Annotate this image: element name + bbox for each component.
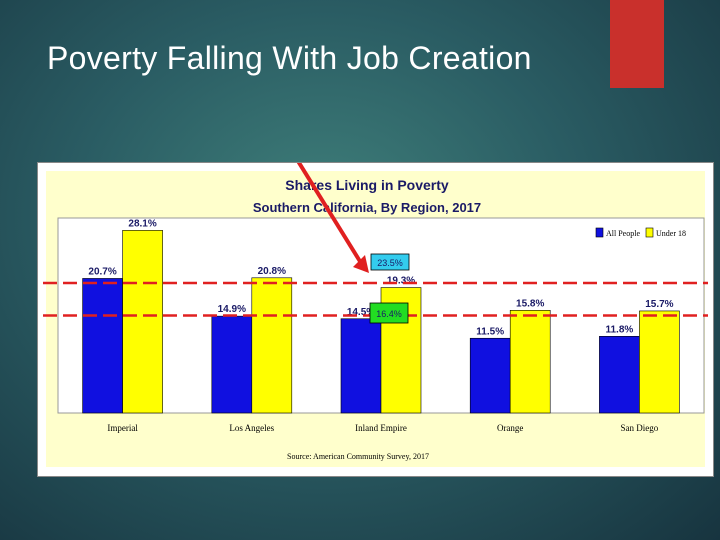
data-label-0-2: 14.5% xyxy=(347,307,375,318)
callout-low-box xyxy=(369,302,409,324)
data-label-0-1: 14.9% xyxy=(218,304,246,315)
source-note: Source: American Community Survey, 2017 xyxy=(287,452,429,461)
bar-all-people-4 xyxy=(599,336,640,414)
callout-high-box xyxy=(370,253,410,271)
bar-under-18-2 xyxy=(380,287,422,414)
legend-label-1: Under 18 xyxy=(656,229,686,238)
category-label-1: Los Angeles xyxy=(229,423,274,433)
slide-title: Poverty Falling With Job Creation xyxy=(47,40,532,76)
bar-all-people-1 xyxy=(211,315,253,414)
bar-under-18-0 xyxy=(122,230,163,414)
category-label-3: Orange xyxy=(497,423,524,433)
bar-all-people-2 xyxy=(340,318,382,414)
bar-all-people-0 xyxy=(82,278,123,414)
chart-subtitle: Southern California, By Region, 2017 xyxy=(253,200,481,215)
chart-title: Shares Living in Poverty xyxy=(285,177,449,193)
legend-swatch-0 xyxy=(595,227,604,238)
accent-bar xyxy=(610,0,664,88)
data-label-0-0: 20.7% xyxy=(88,266,116,277)
bar-under-18-3 xyxy=(509,310,551,414)
legend-swatch-1 xyxy=(645,227,654,238)
data-label-1-4: 15.7% xyxy=(645,299,673,310)
annotation-arrow-shaft xyxy=(296,163,363,265)
data-label-0-4: 11.8% xyxy=(605,324,633,335)
poverty-bar-chart: Shares Living in Poverty Southern Califor… xyxy=(43,163,708,467)
legend-label-0: All People xyxy=(606,229,640,238)
category-label-4: San Diego xyxy=(621,423,659,433)
data-label-1-1: 20.8% xyxy=(258,266,286,277)
callout-low-text: 16.4% xyxy=(376,309,402,319)
data-label-1-0: 28.1% xyxy=(128,218,156,229)
bar-under-18-1 xyxy=(251,277,293,414)
annotation-arrow-head xyxy=(353,255,369,273)
category-label-2: Inland Empire xyxy=(355,423,407,433)
bar-all-people-3 xyxy=(469,337,511,414)
category-label-0: Imperial xyxy=(107,423,138,433)
data-label-1-3: 15.8% xyxy=(516,298,544,309)
chart-frame: Shares Living in Poverty Southern Califor… xyxy=(37,162,714,477)
data-label-0-3: 11.5% xyxy=(476,326,504,337)
data-label-1-2: 19.3% xyxy=(387,276,415,287)
callout-high-text: 23.5% xyxy=(377,258,403,268)
bar-under-18-4 xyxy=(639,310,680,414)
